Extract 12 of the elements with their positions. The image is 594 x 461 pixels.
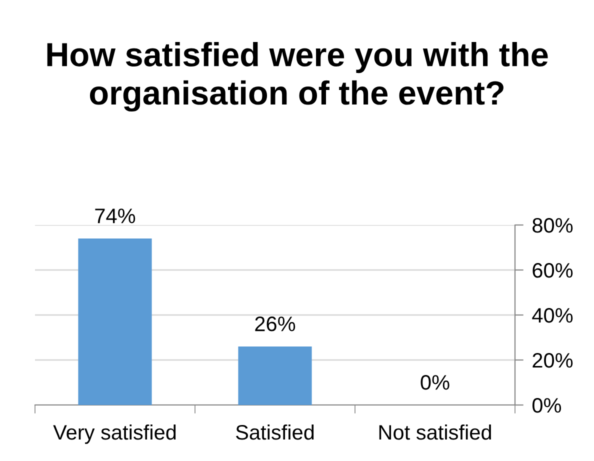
x-tick-label: Very satisfied <box>53 424 176 444</box>
data-label: 26% <box>255 316 296 332</box>
y-tick-label: 60% <box>532 263 573 278</box>
data-label: 0% <box>420 375 450 390</box>
data-label: 74% <box>95 208 136 224</box>
y-tick-label: 0% <box>532 398 562 413</box>
x-tick-label: Satisfied <box>236 424 314 440</box>
y-tick-label: 20% <box>532 353 573 368</box>
x-tick-label: Not satisfied <box>379 424 491 440</box>
y-tick-label: 80% <box>532 218 573 233</box>
chart-title: How satisfied were you with the organisation of the event? <box>47 42 548 112</box>
y-tick-label: 40% <box>532 308 573 323</box>
